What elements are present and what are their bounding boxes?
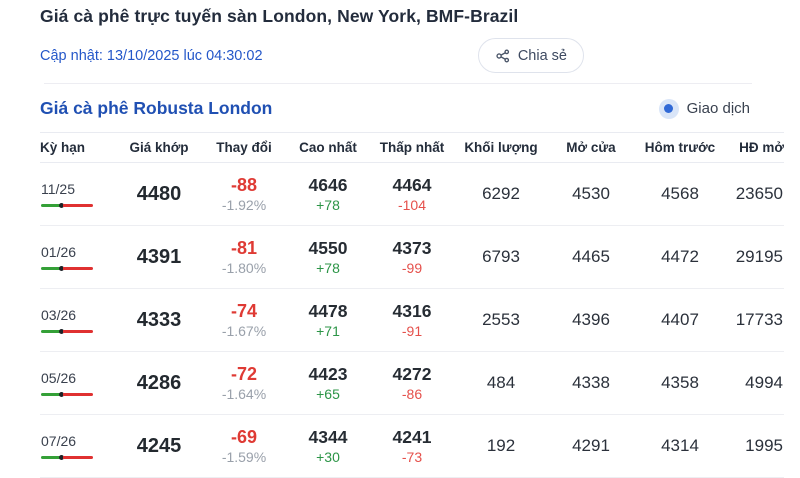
change-value: -72	[230, 364, 257, 384]
price-table: Kỳ hạn Giá khớp Thay đổi Cao nhất Thấp n…	[40, 132, 800, 478]
col-header-hd-mo: HĐ mở	[726, 132, 784, 163]
col-header-gia-khop: Giá khớp	[116, 132, 202, 163]
legend-label: Giao dịch	[686, 100, 750, 117]
low-value: 4373	[392, 238, 432, 258]
low-value: 4272	[392, 364, 432, 384]
change-value: -81	[230, 238, 257, 258]
section-header: Giá cà phê Robusta London Giao dịch	[40, 98, 800, 119]
high-value: 4646	[308, 175, 348, 195]
term-label: 03/26	[41, 306, 77, 323]
range-indicator-icon	[41, 265, 94, 271]
table-row[interactable]: 01/26 4391 -81 -1.80% 4550 +78 4373 -99 …	[40, 225, 784, 289]
high-diff: +78	[316, 260, 340, 276]
prev-price: 4358	[634, 351, 726, 415]
volume: 2553	[454, 288, 548, 352]
change-value: -69	[230, 427, 257, 447]
term-label: 07/26	[41, 432, 77, 449]
open-interest: 1995	[726, 414, 784, 478]
term-label: 11/25	[41, 180, 75, 197]
legend-giao-dich[interactable]: Giao dịch	[658, 98, 750, 119]
volume: 6793	[454, 225, 548, 289]
col-header-thap-nhat: Thấp nhất	[370, 132, 454, 163]
change-value: -74	[230, 301, 257, 321]
col-header-cao-nhat: Cao nhất	[286, 132, 370, 163]
low-value: 4241	[392, 427, 432, 447]
prev-price: 4472	[634, 225, 726, 289]
table-header-row: Kỳ hạn Giá khớp Thay đổi Cao nhất Thấp n…	[40, 132, 784, 163]
prev-price: 4407	[634, 288, 726, 352]
table-row[interactable]: 03/26 4333 -74 -1.67% 4478 +71 4316 -91 …	[40, 288, 784, 352]
scroll-fade-overlay	[784, 132, 800, 478]
update-timestamp: Cập nhật: 13/10/2025 lúc 04:30:02	[40, 47, 263, 64]
high-value: 4478	[308, 301, 348, 321]
page-title: Giá cà phê trực tuyến sàn London, New Yo…	[40, 6, 519, 26]
change-percent: -1.92%	[221, 197, 267, 213]
match-price: 4480	[116, 162, 202, 226]
high-value: 4423	[308, 364, 348, 384]
prev-price: 4568	[634, 162, 726, 226]
change-value: -88	[230, 175, 257, 195]
prev-price: 4314	[634, 414, 726, 478]
match-price: 4245	[116, 414, 202, 478]
range-indicator-icon	[41, 391, 94, 397]
open-price: 4291	[548, 414, 634, 478]
open-interest: 17733	[726, 288, 784, 352]
open-price: 4530	[548, 162, 634, 226]
high-diff: +71	[316, 323, 340, 339]
share-icon	[495, 48, 511, 64]
low-diff: -99	[401, 260, 423, 276]
col-header-mo-cua: Mở cửa	[548, 132, 634, 163]
share-button-label: Chia sẻ	[517, 47, 567, 64]
high-value: 4344	[308, 427, 348, 447]
table-row[interactable]: 11/25 4480 -88 -1.92% 4646 +78 4464 -104…	[40, 162, 784, 226]
col-header-hom-truoc: Hôm trước	[634, 132, 726, 163]
term-label: 01/26	[41, 243, 77, 260]
share-button[interactable]: Chia sẻ	[477, 38, 584, 73]
low-diff: -86	[401, 386, 423, 402]
high-diff: +65	[316, 386, 340, 402]
open-price: 4465	[548, 225, 634, 289]
col-header-ky-han: Kỳ hạn	[40, 132, 116, 163]
legend-dot-icon	[658, 98, 679, 119]
update-row: Cập nhật: 13/10/2025 lúc 04:30:02 Chia s…	[40, 38, 800, 73]
volume: 6292	[454, 162, 548, 226]
match-price: 4333	[116, 288, 202, 352]
volume: 192	[454, 414, 548, 478]
open-interest: 4994	[726, 351, 784, 415]
open-price: 4396	[548, 288, 634, 352]
range-indicator-icon	[41, 454, 94, 460]
table-row[interactable]: 07/26 4245 -69 -1.59% 4344 +30 4241 -73 …	[40, 414, 784, 478]
volume: 484	[454, 351, 548, 415]
change-percent: -1.67%	[221, 323, 267, 339]
open-interest: 23650	[726, 162, 784, 226]
high-diff: +78	[316, 197, 340, 213]
change-percent: -1.64%	[221, 386, 267, 402]
open-price: 4338	[548, 351, 634, 415]
low-diff: -91	[401, 323, 423, 339]
col-header-khoi-luong: Khối lượng	[454, 132, 548, 163]
range-indicator-icon	[41, 328, 94, 334]
table-row[interactable]: 05/26 4286 -72 -1.64% 4423 +65 4272 -86 …	[40, 351, 784, 415]
table-body: 11/25 4480 -88 -1.92% 4646 +78 4464 -104…	[40, 162, 784, 478]
change-percent: -1.59%	[221, 449, 267, 465]
match-price: 4391	[116, 225, 202, 289]
section-title: Giá cà phê Robusta London	[40, 98, 273, 118]
divider	[44, 83, 752, 84]
high-value: 4550	[308, 238, 348, 258]
high-diff: +30	[316, 449, 340, 465]
low-value: 4316	[392, 301, 432, 321]
low-diff: -104	[397, 197, 427, 213]
term-label: 05/26	[41, 369, 77, 386]
match-price: 4286	[116, 351, 202, 415]
range-indicator-icon	[41, 202, 94, 208]
low-diff: -73	[401, 449, 423, 465]
change-percent: -1.80%	[221, 260, 267, 276]
low-value: 4464	[392, 175, 432, 195]
open-interest: 29195	[726, 225, 784, 289]
col-header-thay-doi: Thay đổi	[202, 132, 286, 163]
